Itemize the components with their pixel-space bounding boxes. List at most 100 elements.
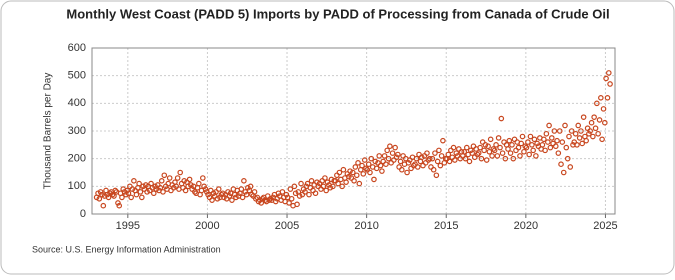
point	[543, 130, 550, 137]
point	[433, 172, 440, 179]
point	[517, 153, 523, 159]
point	[483, 157, 490, 163]
point	[429, 155, 436, 162]
point	[566, 133, 572, 140]
point	[287, 186, 294, 192]
point	[381, 153, 388, 159]
point	[356, 180, 363, 187]
x-tick-label: 1995	[116, 220, 140, 232]
plot-border	[91, 47, 616, 215]
point	[139, 194, 145, 201]
point	[494, 153, 501, 159]
point	[530, 147, 536, 154]
point	[302, 189, 308, 195]
point	[446, 158, 453, 165]
point	[518, 140, 525, 147]
point	[547, 144, 554, 151]
point	[229, 197, 235, 203]
source: Source: U.S. Energy Information Administ…	[32, 244, 221, 254]
point	[562, 122, 568, 129]
point	[548, 135, 555, 141]
point	[521, 148, 527, 155]
point	[294, 201, 300, 208]
point	[339, 183, 345, 190]
x-tick-label: 2025	[593, 220, 617, 232]
point	[266, 197, 272, 203]
point	[137, 189, 144, 195]
point	[574, 142, 580, 148]
point	[475, 150, 482, 156]
point	[239, 194, 246, 201]
point	[158, 178, 165, 184]
point	[607, 81, 613, 87]
point	[450, 144, 457, 151]
point	[200, 175, 206, 181]
point	[545, 139, 551, 145]
y-tick-label: 300	[68, 125, 86, 137]
point	[463, 144, 470, 151]
point	[437, 162, 444, 169]
point	[493, 142, 499, 148]
point	[152, 183, 158, 190]
point	[279, 189, 286, 195]
point	[238, 186, 245, 192]
point	[291, 183, 298, 190]
point	[591, 114, 597, 120]
x-tick-label: 2020	[514, 220, 538, 232]
point	[283, 191, 290, 198]
point	[551, 128, 558, 134]
point	[466, 158, 473, 165]
point	[221, 194, 227, 201]
point	[202, 186, 209, 192]
point	[371, 176, 377, 183]
point	[575, 122, 582, 129]
point	[506, 137, 513, 144]
point	[578, 128, 584, 134]
point	[340, 166, 347, 173]
point	[481, 147, 487, 154]
point	[352, 164, 359, 170]
y-tick-label: 100	[68, 180, 86, 192]
point	[205, 191, 211, 198]
point	[306, 191, 312, 198]
point	[556, 128, 563, 134]
point	[399, 166, 405, 173]
point	[160, 189, 166, 195]
point	[539, 142, 546, 148]
y-tick-label: 500	[68, 70, 86, 82]
point	[349, 169, 356, 176]
point	[445, 151, 452, 158]
point	[368, 155, 375, 162]
point	[452, 157, 458, 163]
point	[363, 165, 369, 172]
point	[336, 169, 343, 176]
point	[129, 186, 136, 192]
point	[360, 171, 367, 177]
point	[587, 128, 593, 134]
point	[592, 125, 599, 132]
point	[351, 178, 357, 184]
x-tick-label: 2000	[195, 220, 219, 232]
point	[432, 150, 438, 156]
point	[298, 180, 304, 187]
point	[580, 114, 587, 120]
point	[384, 147, 390, 154]
point	[603, 75, 609, 82]
point	[259, 195, 266, 202]
point	[586, 130, 592, 137]
chart-title: Monthly West Coast (PADD 5) Imports by P…	[66, 6, 609, 21]
point	[100, 202, 107, 209]
point	[485, 143, 491, 150]
point	[115, 200, 121, 206]
point	[491, 147, 498, 154]
point	[438, 153, 445, 159]
point	[499, 150, 506, 156]
point	[594, 100, 600, 107]
point	[365, 161, 372, 168]
point	[600, 106, 607, 112]
point	[373, 165, 380, 172]
point	[522, 143, 529, 150]
point	[505, 146, 511, 152]
point	[177, 169, 184, 176]
